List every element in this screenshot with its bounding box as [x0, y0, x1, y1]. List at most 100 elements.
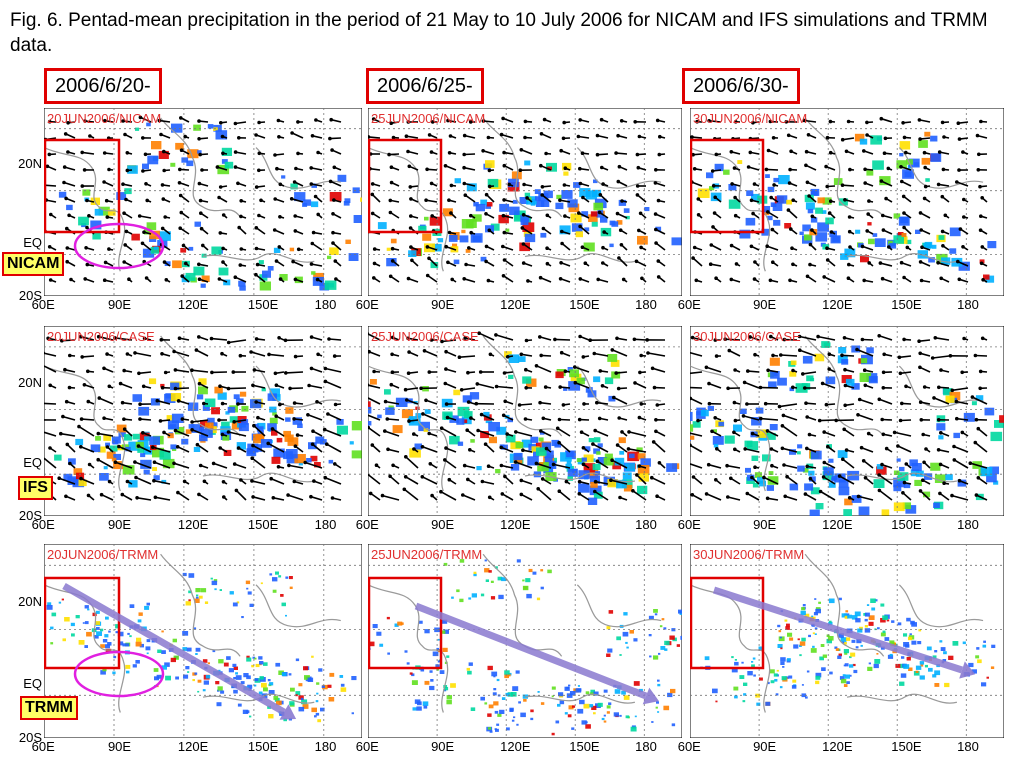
lon-tick-label: 60E [355, 739, 379, 754]
lon-tick-label: 120E [822, 297, 853, 312]
lon-tick-label: 180 [957, 739, 979, 754]
lon-tick-label: 60E [355, 297, 379, 312]
column-date-2: 2006/6/25- [366, 68, 484, 104]
map-canvas: 20JUN2006/TRMM [44, 544, 362, 738]
row-label-nicam: NICAM [2, 252, 65, 276]
lon-tick-label: 90E [753, 297, 777, 312]
map-canvas: 30JUN2006/NICAM [690, 108, 1004, 296]
panel-title: 30JUN2006/NICAM [693, 111, 807, 126]
map-canvas: 25JUN2006/CASE [368, 326, 682, 516]
lon-tick-label: 60E [31, 297, 55, 312]
wind-vectors [690, 334, 988, 501]
wind-vectors [368, 116, 666, 283]
lon-tick-label: 120E [822, 517, 853, 532]
lon-tick-label: 180 [635, 739, 657, 754]
lon-tick-label: 90E [107, 297, 132, 312]
lat-tick-label: EQ [23, 454, 42, 470]
highlight-box [690, 138, 765, 234]
highlight-box [368, 576, 443, 670]
lon-tick-label: 120E [500, 739, 531, 754]
lat-tick-label: 20N [18, 375, 42, 390]
wind-vectors [690, 116, 988, 283]
map-panel-r2-c1: 20JUN2006/CASE [44, 326, 362, 516]
map-canvas: 20JUN2006/CASE [44, 326, 362, 516]
map-panel-r2-c3: 30JUN2006/CASE [690, 326, 1004, 516]
map-panel-r3-c2: 25JUN2006/TRMM [368, 544, 682, 738]
coastline [690, 335, 984, 492]
lon-tick-label: 150E [891, 517, 922, 532]
panel-title: 25JUN2006/CASE [371, 329, 479, 344]
lon-tick-label: 150E [247, 517, 279, 532]
lon-tick-label: 60E [677, 517, 701, 532]
coastline [44, 117, 341, 272]
precipitation-field [690, 341, 1004, 516]
lon-tick-label: 90E [107, 739, 132, 754]
panel-title: 20JUN2006/NICAM [47, 111, 161, 126]
lon-tick-label: 90E [753, 739, 777, 754]
panel-title: 30JUN2006/TRMM [693, 547, 804, 562]
lon-tick-label: 120E [822, 739, 853, 754]
lon-tick-label: 60E [31, 739, 55, 754]
map-panel-r1-c1: 20JUN2006/NICAM [44, 108, 362, 296]
lon-tick-label: 60E [677, 739, 701, 754]
highlight-box [44, 138, 121, 234]
precipitation-field [54, 378, 362, 488]
lon-tick-label: 90E [431, 297, 455, 312]
column-date-3: 2006/6/30- [682, 68, 800, 104]
map-canvas: 30JUN2006/CASE [690, 326, 1004, 516]
highlight-box [44, 576, 121, 670]
map-canvas: 25JUN2006/NICAM [368, 108, 682, 296]
propagation-arrow [62, 582, 297, 720]
lon-tick-label: 120E [500, 297, 531, 312]
lon-tick-label: 60E [677, 297, 701, 312]
lon-tick-label: 180 [314, 739, 337, 754]
lat-tick-label: 20S [18, 730, 42, 745]
lon-tick-label: 90E [431, 739, 455, 754]
map-panel-r1-c3: 30JUN2006/NICAM [690, 108, 1004, 296]
row-label-ifs: IFS [18, 476, 53, 500]
lon-tick-label: 180 [957, 517, 979, 532]
map-canvas: 30JUN2006/TRMM [690, 544, 1004, 738]
row-label-trmm: TRMM [20, 696, 78, 720]
lon-tick-label: 150E [569, 739, 600, 754]
lon-tick-label: 120E [177, 739, 209, 754]
panel-title: 20JUN2006/CASE [47, 329, 155, 344]
lon-tick-label: 150E [247, 297, 279, 312]
lon-tick-label: 150E [891, 739, 922, 754]
lon-tick-label: 150E [891, 297, 922, 312]
lon-tick-label: 150E [569, 517, 600, 532]
lon-tick-label: 120E [177, 297, 209, 312]
propagation-arrow [712, 586, 976, 679]
lon-tick-label: 180 [635, 517, 657, 532]
highlight-circle [73, 650, 165, 698]
panel-title: 25JUN2006/TRMM [371, 547, 482, 562]
map-panel-r3-c3: 30JUN2006/TRMM [690, 544, 1004, 738]
map-canvas: 20JUN2006/NICAM [44, 108, 362, 296]
highlight-box [368, 138, 443, 234]
coastline [368, 117, 662, 272]
lon-tick-label: 180 [314, 297, 337, 312]
lat-tick-label: 20S [18, 288, 42, 303]
wind-vectors [44, 334, 342, 501]
map-panel-r2-c2: 25JUN2006/CASE [368, 326, 682, 516]
lon-tick-label: 180 [635, 297, 657, 312]
propagation-arrow [414, 602, 659, 705]
panel-title: 25JUN2006/NICAM [371, 111, 485, 126]
map-panel-r3-c1: 20JUN2006/TRMM [44, 544, 362, 738]
wind-vectors [44, 115, 342, 283]
coastline [690, 117, 984, 272]
highlight-circle [73, 222, 165, 270]
coastline [368, 335, 662, 492]
wind-vectors [368, 331, 666, 501]
lon-tick-label: 150E [569, 297, 600, 312]
lon-tick-label: 60E [355, 517, 379, 532]
lon-tick-label: 90E [753, 517, 777, 532]
lon-tick-label: 60E [31, 517, 55, 532]
lat-tick-label: EQ [23, 235, 42, 251]
lat-tick-label: EQ [23, 675, 42, 691]
map-panel-r1-c2: 25JUN2006/NICAM [368, 108, 682, 296]
lon-tick-label: 180 [957, 297, 979, 312]
figure-caption: Fig. 6. Pentad-mean precipitation in the… [10, 10, 988, 56]
panel-title: 20JUN2006/TRMM [47, 547, 158, 562]
lat-tick-label: 20N [18, 156, 42, 172]
